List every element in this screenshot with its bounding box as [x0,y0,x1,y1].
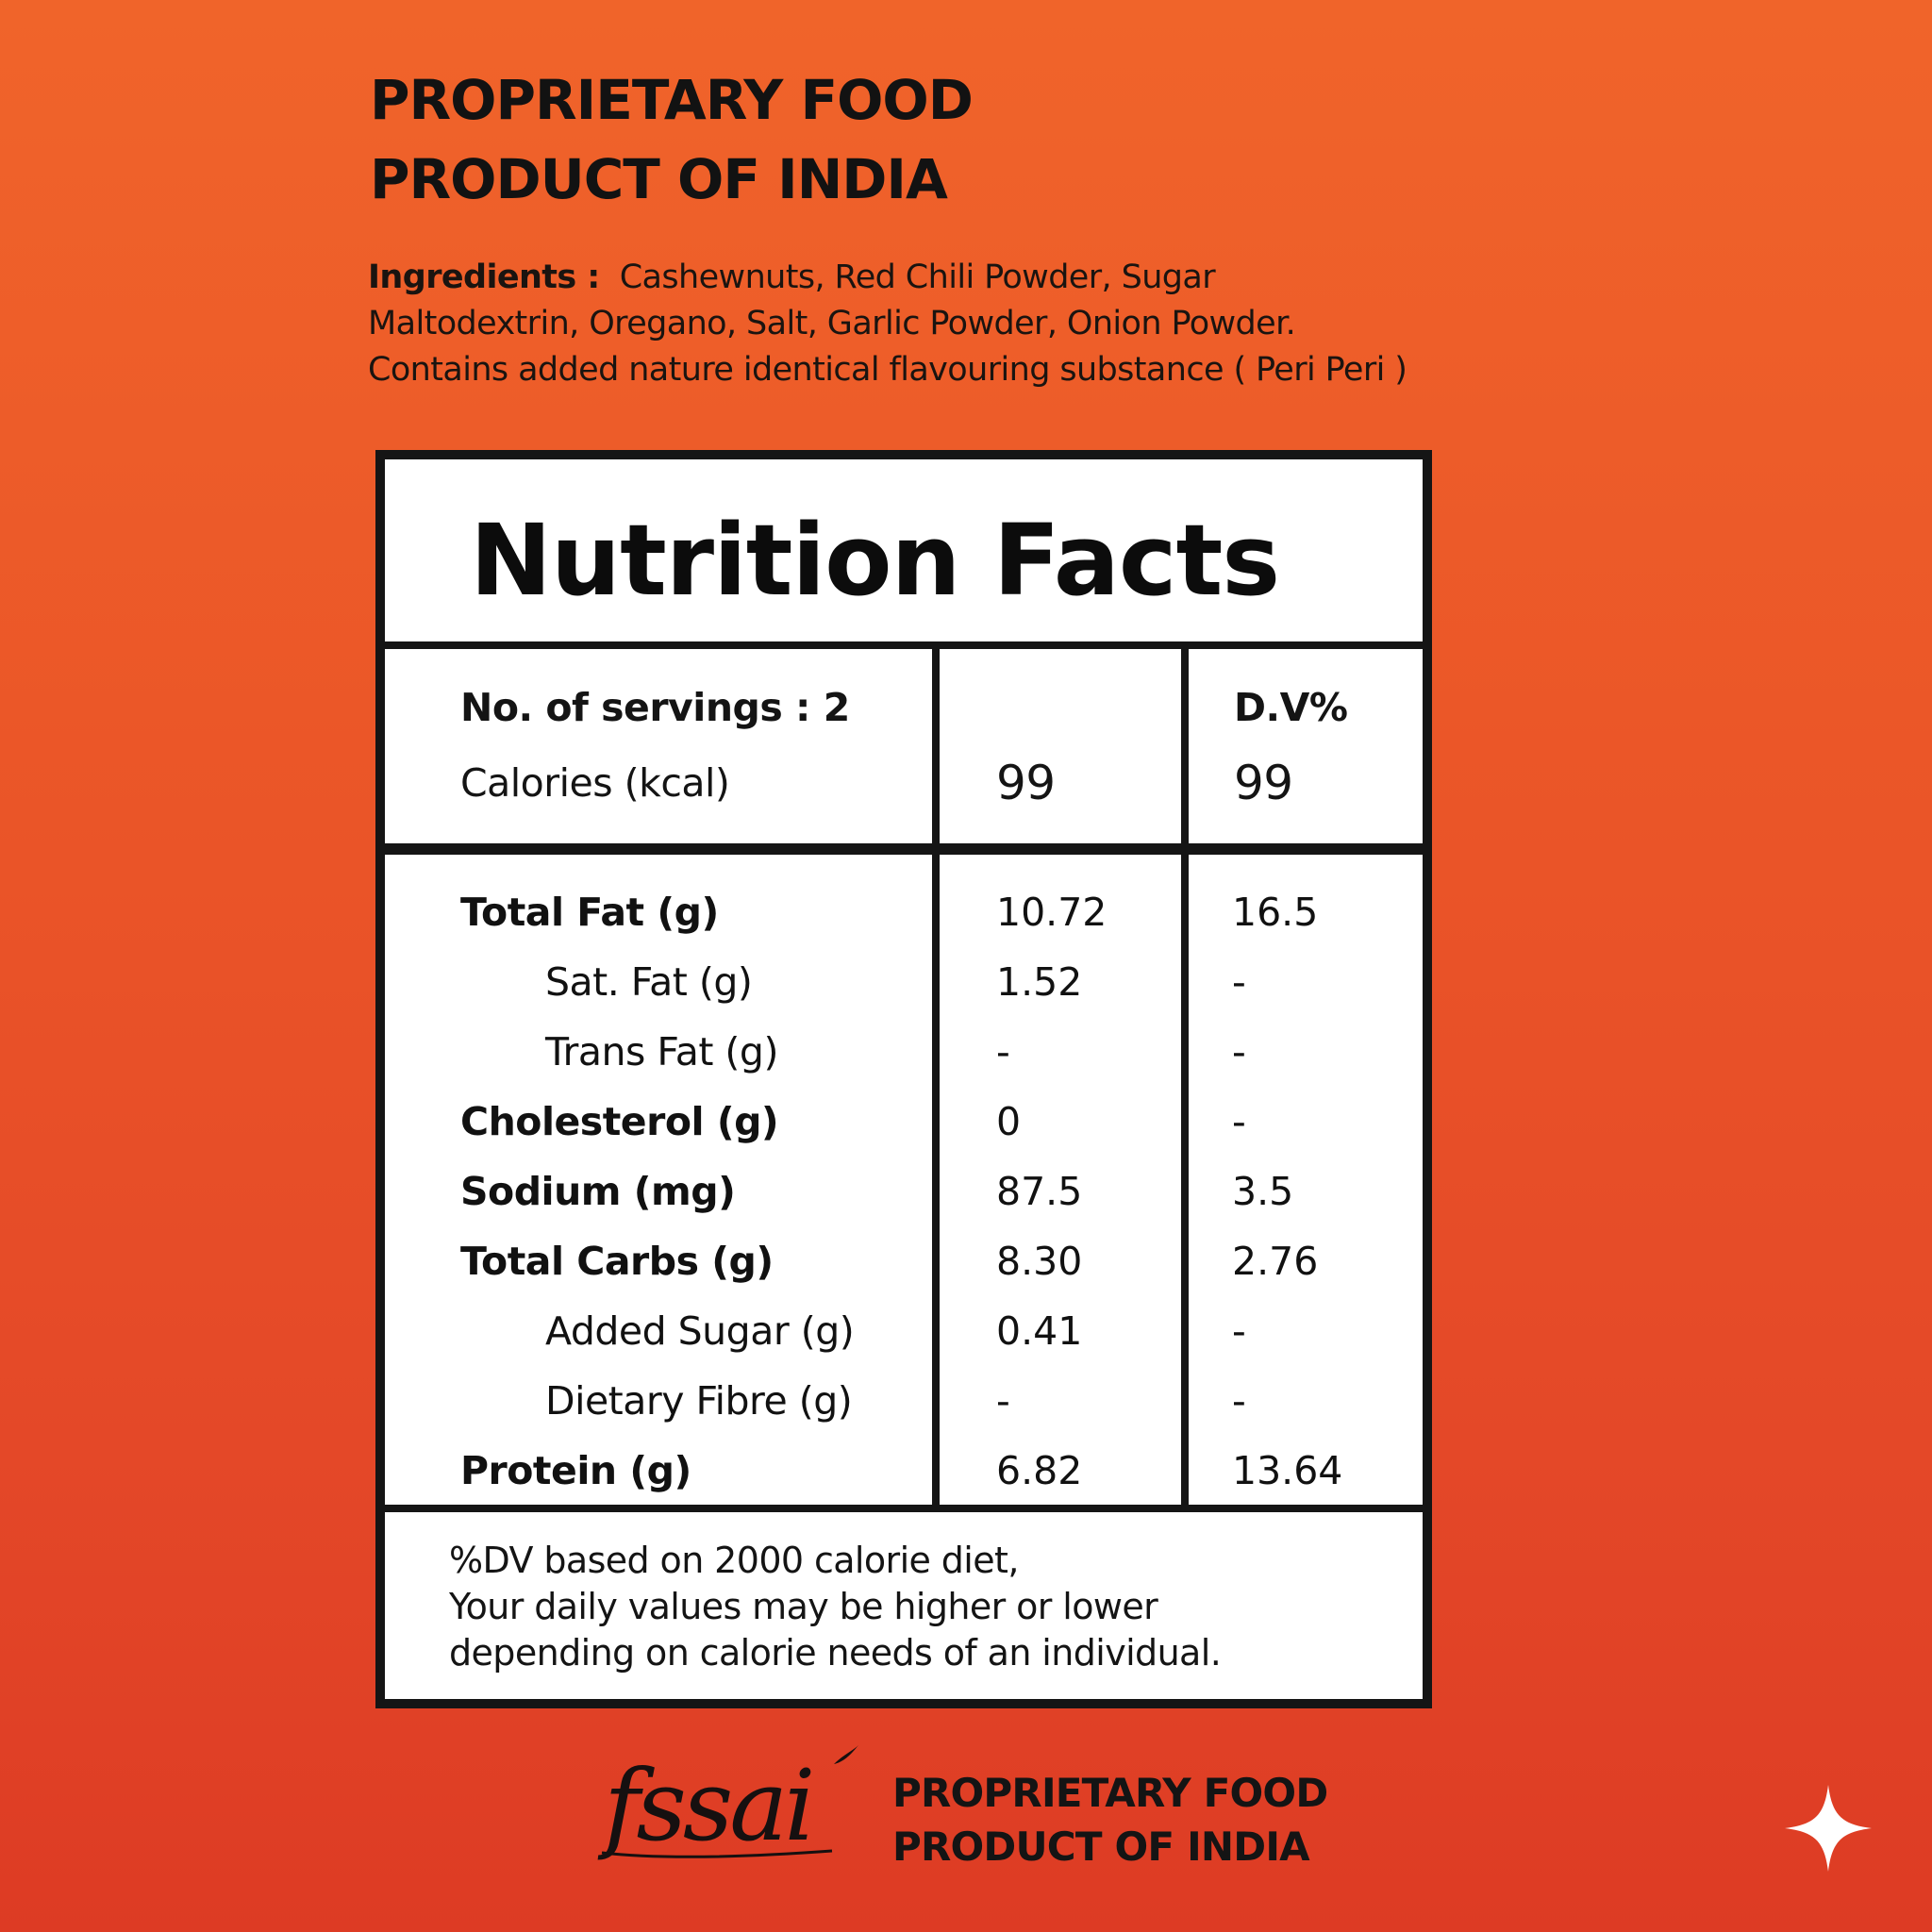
calories-divider [385,843,1423,855]
table-row: Sat. Fat (g) 1.52 - [385,947,1423,1017]
nutrient-amount: - [996,1378,1010,1424]
table-row: Total Carbs (g) 8.30 2.76 [385,1226,1423,1296]
footnote-line-1: %DV based on 2000 calorie diet, [449,1540,1019,1581]
nutrient-dv: - [1232,1308,1246,1354]
table-row: Sodium (mg) 87.5 3.5 [385,1157,1423,1226]
header-title: PROPRIETARY FOOD PRODUCT OF INDIA [370,60,974,219]
dv-header: D.V% [1234,685,1348,730]
nutrient-dv: - [1232,1099,1246,1144]
nutrient-amount: 87.5 [996,1169,1083,1214]
footnote-line-3: depending on calorie needs of an individ… [449,1632,1222,1674]
ingredients-text-1: Cashewnuts, Red Chili Powder, Sugar [619,258,1216,296]
nutrient-table: Total Fat (g) 10.72 16.5 Sat. Fat (g) 1.… [385,877,1423,1506]
footnote-line-2: Your daily values may be higher or lower [449,1586,1158,1627]
nutrient-dv: - [1232,959,1246,1005]
footer-line-1: PROPRIETARY FOOD [892,1770,1328,1816]
nutrient-dv: - [1232,1029,1246,1074]
ingredients-line-3: Contains added nature identical flavouri… [368,351,1407,389]
table-row: Total Fat (g) 10.72 16.5 [385,877,1423,947]
nutrient-amount: 6.82 [996,1448,1083,1493]
nutrient-name: Dietary Fibre (g) [545,1378,853,1424]
nutrient-name: Total Carbs (g) [460,1239,774,1284]
calories-label: Calories (kcal) [460,760,730,806]
calories-dv: 99 [1234,756,1293,810]
nutrient-amount: 8.30 [996,1239,1083,1284]
servings-label: No. of servings : 2 [460,685,850,730]
dv-footnote: %DV based on 2000 calorie diet, Your dai… [449,1538,1222,1676]
nutrient-amount: 0 [996,1099,1022,1144]
ingredients-line-2: Maltodextrin, Oregano, Salt, Garlic Powd… [368,305,1296,342]
nutrition-facts-panel: Nutrition Facts No. of servings : 2 D.V%… [375,450,1432,1708]
nutrient-dv: 13.64 [1232,1448,1343,1493]
nutrient-dv: 16.5 [1232,890,1319,935]
nutrient-name: Cholesterol (g) [460,1099,779,1144]
nutrient-name: Total Fat (g) [460,890,719,935]
fssai-logo: fssai [597,1745,858,1863]
ingredients-label: Ingredients : [368,258,600,296]
table-row: Dietary Fibre (g) - - [385,1366,1423,1436]
nutrient-name: Sat. Fat (g) [545,959,753,1005]
title-divider [385,641,1423,649]
table-row: Cholesterol (g) 0 - [385,1087,1423,1157]
nutrient-dv: - [1232,1378,1246,1424]
header-line-2: PRODUCT OF INDIA [370,147,948,211]
fssai-leaf-icon [834,1745,858,1764]
nutrient-name: Protein (g) [460,1448,691,1493]
header-line-1: PROPRIETARY FOOD [370,68,974,132]
nutrient-dv: 2.76 [1232,1239,1319,1284]
calories-value: 99 [996,756,1056,810]
ingredients-block: Ingredients : Cashewnuts, Red Chili Powd… [368,255,1407,393]
footnote-divider [385,1505,1423,1512]
nutrient-name: Added Sugar (g) [545,1308,855,1354]
nutrient-dv: 3.5 [1232,1169,1294,1214]
table-row: Protein (g) 6.82 13.64 [385,1436,1423,1506]
fssai-logo-wordmark: fssai [597,1748,812,1863]
ingredients-line-1: Ingredients : Cashewnuts, Red Chili Powd… [368,255,1407,301]
footer-line-2: PRODUCT OF INDIA [892,1824,1310,1870]
nutrient-amount: 1.52 [996,959,1083,1005]
fssai-underline-icon [601,1849,833,1858]
nutrition-facts-title: Nutrition Facts [470,503,1280,618]
table-row: Added Sugar (g) 0.41 - [385,1296,1423,1366]
table-row: Trans Fat (g) - - [385,1017,1423,1087]
nutrient-name: Trans Fat (g) [545,1029,778,1074]
column-divider-1 [932,641,940,1508]
nutrient-amount: 10.72 [996,890,1108,935]
sparkle-icon [1785,1785,1872,1872]
nutrient-amount: - [996,1029,1010,1074]
column-divider-2 [1181,641,1189,1508]
nutrient-amount: 0.41 [996,1308,1083,1354]
footer-label: PROPRIETARY FOOD PRODUCT OF INDIA [892,1766,1328,1874]
nutrient-name: Sodium (mg) [460,1169,736,1214]
